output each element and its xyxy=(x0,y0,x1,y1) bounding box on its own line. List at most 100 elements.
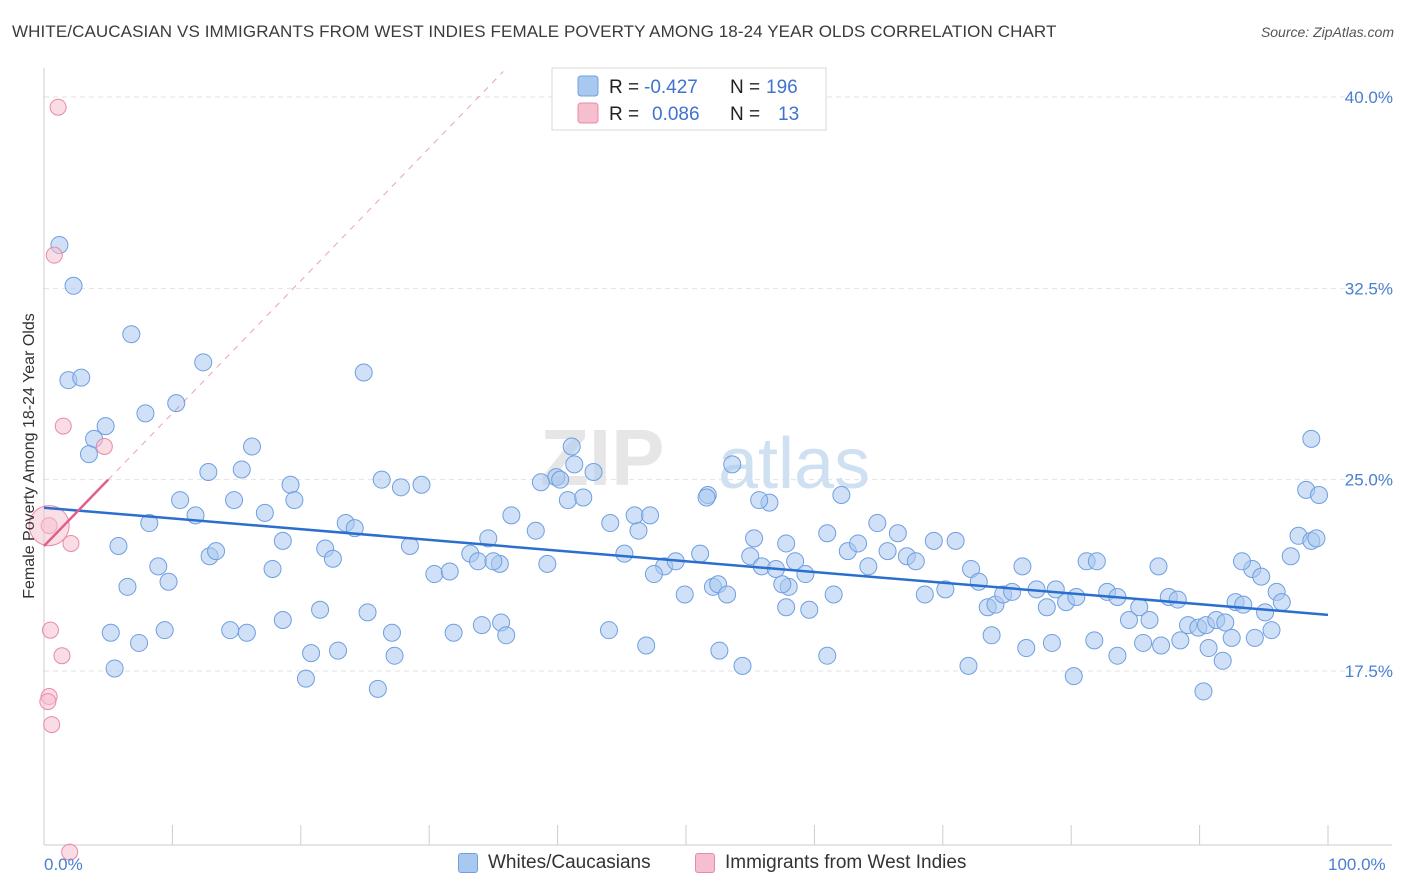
point-whites xyxy=(641,506,660,525)
point-whites xyxy=(484,552,503,571)
point-whites xyxy=(207,542,226,561)
point-whites xyxy=(1149,557,1168,576)
point-whites xyxy=(285,491,304,510)
point-whites xyxy=(615,544,634,563)
point-whites xyxy=(221,621,240,640)
point-whites xyxy=(1194,682,1213,701)
point-whites xyxy=(1017,639,1036,658)
point-west-indies xyxy=(49,98,67,116)
point-whites xyxy=(859,557,878,576)
point-whites xyxy=(601,514,620,533)
point-whites xyxy=(273,610,292,629)
point-whites xyxy=(232,460,251,479)
point-whites xyxy=(888,524,907,543)
point-whites xyxy=(637,636,656,655)
trend-lines xyxy=(43,71,1329,617)
point-whites xyxy=(1042,633,1061,652)
point-whites xyxy=(959,656,978,675)
point-whites xyxy=(1302,429,1321,448)
point-whites xyxy=(718,585,737,604)
point-whites xyxy=(1134,633,1153,652)
point-whites xyxy=(565,455,584,474)
point-whites xyxy=(1256,603,1275,622)
point-whites xyxy=(697,488,716,507)
point-whites xyxy=(155,621,174,640)
point-whites xyxy=(741,547,760,566)
point-whites xyxy=(946,531,965,550)
point-whites xyxy=(1067,588,1086,607)
y-tick-label: 25.0% xyxy=(1345,471,1393,490)
point-whites xyxy=(1037,598,1056,617)
legend-swatch-pink xyxy=(577,102,599,124)
point-west-indies xyxy=(43,716,61,734)
point-whites xyxy=(526,521,545,540)
point-whites xyxy=(868,514,887,533)
point-whites xyxy=(691,544,710,563)
chart-title: WHITE/CAUCASIAN VS IMMIGRANTS FROM WEST … xyxy=(12,22,1057,41)
point-whites xyxy=(372,470,391,489)
point-whites xyxy=(1171,631,1190,650)
point-west-indies xyxy=(54,417,72,435)
trend-line-west-indies-extension xyxy=(107,71,504,481)
point-whites xyxy=(72,368,91,387)
y-axis-title: Female Poverty Among 18-24 Year Olds xyxy=(21,313,38,599)
point-whites xyxy=(122,325,141,344)
point-whites xyxy=(723,455,742,474)
point-whites xyxy=(906,552,925,571)
legend-item-whites: Whites/Caucasians xyxy=(458,852,651,874)
source-label: Source: ZipAtlas.com xyxy=(1260,24,1394,40)
point-whites xyxy=(302,644,321,663)
legend-label-whites: Whites/Caucasians xyxy=(488,852,651,873)
point-whites xyxy=(1281,547,1300,566)
series-whites-points xyxy=(50,235,1329,701)
point-whites xyxy=(412,475,431,494)
point-whites xyxy=(750,491,769,510)
point-whites xyxy=(1168,590,1187,609)
y-tick-label: 32.5% xyxy=(1345,279,1393,298)
point-whites xyxy=(1119,610,1138,629)
legend-swatch-west-indies xyxy=(695,853,715,873)
point-whites xyxy=(1307,529,1326,548)
point-whites xyxy=(368,679,387,698)
legend-top: R = -0.427 N = 196 R = 0.086 N = 13 xyxy=(551,67,827,131)
point-west-indies-large xyxy=(28,505,70,547)
point-whites xyxy=(1252,567,1271,586)
point-west-indies xyxy=(41,621,59,639)
watermark-zip: ZIP xyxy=(540,413,664,502)
point-whites xyxy=(924,531,943,550)
legend-swatch-blue xyxy=(577,75,599,97)
point-whites xyxy=(1234,595,1253,614)
point-whites xyxy=(562,437,581,456)
point-west-indies xyxy=(39,693,57,711)
point-whites xyxy=(391,478,410,497)
point-whites xyxy=(538,554,557,573)
legend-n-label-2: N = xyxy=(730,104,760,125)
point-whites xyxy=(79,445,98,464)
point-whites xyxy=(194,353,213,372)
point-whites xyxy=(629,521,648,540)
y-axis-tick-labels: 17.5% 25.0% 32.5% 40.0% xyxy=(1345,88,1393,681)
point-whites xyxy=(1262,621,1281,640)
legend-r-value-2: 0.086 xyxy=(652,104,700,125)
point-whites xyxy=(400,536,419,555)
legend-item-west-indies: Immigrants from West Indies xyxy=(695,852,966,874)
point-whites xyxy=(796,565,815,584)
point-whites xyxy=(1245,628,1264,647)
point-whites xyxy=(130,633,149,652)
x-axis-ticks xyxy=(43,825,1329,845)
point-whites xyxy=(1140,610,1159,629)
point-whites xyxy=(140,514,159,533)
point-whites xyxy=(818,646,837,665)
point-whites xyxy=(159,572,178,591)
point-whites xyxy=(1310,485,1329,504)
point-whites xyxy=(109,536,128,555)
legend-r-value-1: -0.427 xyxy=(644,77,698,98)
point-whites xyxy=(149,557,168,576)
point-whites xyxy=(675,585,694,604)
point-west-indies xyxy=(45,246,63,264)
point-whites xyxy=(551,470,570,489)
point-whites xyxy=(502,506,521,525)
point-whites xyxy=(849,534,868,553)
point-whites xyxy=(225,491,244,510)
